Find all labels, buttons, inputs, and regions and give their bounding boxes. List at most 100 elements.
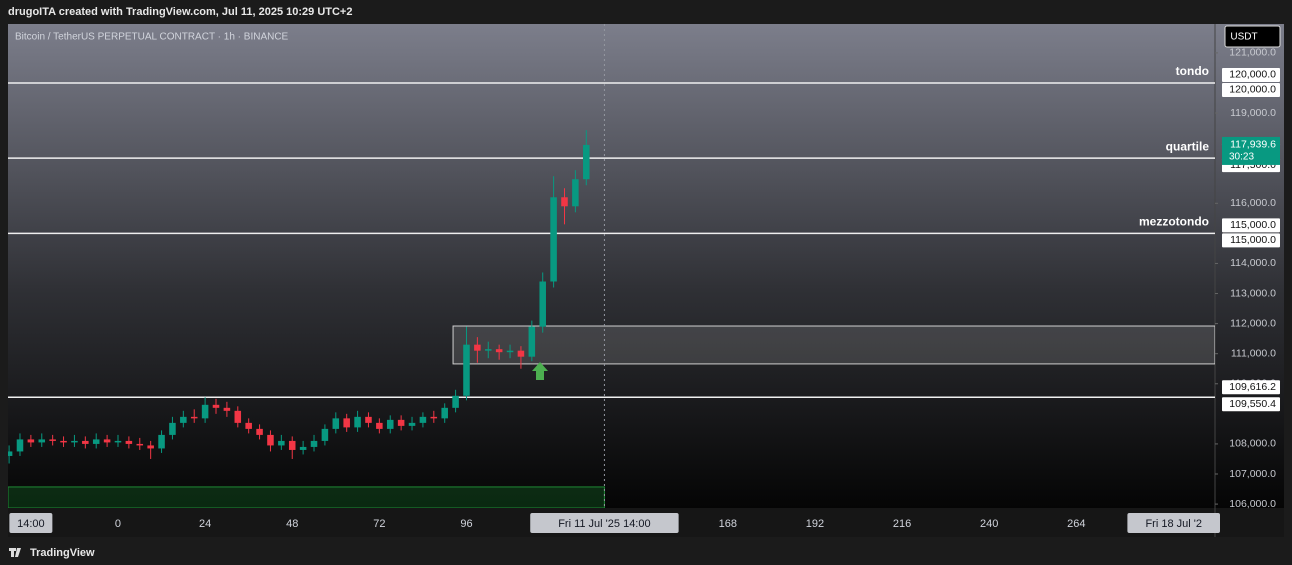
candle-body xyxy=(38,439,46,443)
candle-body xyxy=(474,344,481,351)
zone xyxy=(452,325,1215,365)
candle-body xyxy=(561,197,568,207)
candle-body xyxy=(397,419,405,426)
price-tag-label: 120,000.0 xyxy=(1229,84,1276,96)
x-tick-label: 192 xyxy=(806,518,824,530)
price-tag xyxy=(1222,218,1280,233)
candle-body xyxy=(441,407,448,419)
arrow-annotation xyxy=(532,362,548,380)
candle-body xyxy=(223,407,231,411)
x-marker: 14:00 xyxy=(17,518,45,530)
candle-body xyxy=(256,428,263,435)
x-tick-label: 96 xyxy=(460,518,472,530)
x-tick-label: 0 xyxy=(115,518,121,530)
candle-body xyxy=(234,410,242,423)
x-tick-label: 24 xyxy=(199,518,211,530)
last-price: 117,939.6 xyxy=(1230,139,1276,151)
price-tag-label: 109,550.4 xyxy=(1229,398,1276,410)
y-tick-label: 106,000.0 xyxy=(1229,498,1276,510)
candle-body xyxy=(71,440,78,443)
candle-body xyxy=(190,416,198,419)
candle-body xyxy=(484,349,492,351)
x-tick-label: 216 xyxy=(893,518,911,530)
candle-body xyxy=(550,197,557,282)
candle-body xyxy=(386,419,394,429)
crosshair-label-box xyxy=(530,513,679,533)
candle-body xyxy=(332,418,340,429)
y-tick-label: 112,000.0 xyxy=(1230,317,1276,329)
brand: TradingView xyxy=(30,547,95,559)
candle-body xyxy=(136,443,144,446)
crosshair-label: Fri 11 Jul '25 14:00 xyxy=(558,518,650,530)
candle-body xyxy=(103,439,111,443)
axes: 121,000.0 119,000.0 116,000.0 114,000.0 113,… xyxy=(9,47,1280,533)
price-tag xyxy=(1222,82,1280,97)
candle-body xyxy=(463,344,470,396)
header: drugoITA created with TradingView.com, J… xyxy=(8,6,352,18)
level-label: quartile xyxy=(1166,139,1210,153)
x-marker-box xyxy=(1127,513,1220,533)
x-marker: Fri 18 Jul '2 xyxy=(1145,518,1202,530)
candle-body xyxy=(125,440,133,444)
price-tag xyxy=(1222,397,1280,412)
candle-body xyxy=(49,439,56,441)
candle-body xyxy=(82,440,89,444)
candle-body xyxy=(16,439,24,452)
level-label: tondo xyxy=(1176,64,1209,78)
candle-body xyxy=(288,440,296,450)
currency-box xyxy=(1224,25,1281,48)
candle-body xyxy=(158,434,165,449)
brand-logo xyxy=(9,548,21,557)
currency: USDT xyxy=(1230,32,1257,43)
price-tag xyxy=(1222,67,1280,82)
zone xyxy=(8,486,605,508)
candle-body xyxy=(169,422,176,435)
level-label: mezzotondo xyxy=(1139,215,1209,229)
price-tag-label: 115,000.0 xyxy=(1230,219,1276,231)
candle-body xyxy=(452,395,459,408)
y-tick-label: 114,000.0 xyxy=(1230,257,1276,269)
price-tag-label: 120,000.0 xyxy=(1229,69,1276,81)
y-tick-label: 116,000.0 xyxy=(1230,197,1276,209)
y-tick-label: 119,000.0 xyxy=(1230,107,1276,119)
candle-body xyxy=(60,440,67,443)
x-tick-label: 264 xyxy=(1067,518,1085,530)
candle-body xyxy=(299,446,307,450)
candle-body xyxy=(539,281,546,327)
candle-body xyxy=(376,422,383,429)
candle-body xyxy=(27,439,35,443)
y-tick-label: 121,000.0 xyxy=(1229,47,1276,59)
candle-body xyxy=(147,445,154,449)
price-tag-label: 109,616.2 xyxy=(1229,381,1276,393)
candle-body xyxy=(180,416,187,423)
price-tag xyxy=(1222,233,1280,248)
candle-body xyxy=(201,404,209,419)
y-tick-label: 111,000.0 xyxy=(1231,347,1276,359)
candle-body xyxy=(354,416,361,428)
x-tick-label: 48 xyxy=(286,518,298,530)
candle-body xyxy=(583,144,590,180)
candle-body xyxy=(92,439,100,444)
x-marker-box xyxy=(9,513,53,533)
candle-body xyxy=(517,350,525,357)
y-tick-label: 107,000.0 xyxy=(1229,468,1276,480)
candle-body xyxy=(506,350,514,353)
symbol-title: Bitcoin / TetherUS PERPETUAL CONTRACT · … xyxy=(15,32,289,43)
candle-body xyxy=(114,440,122,443)
candle-body xyxy=(365,416,372,423)
y-tick-label: 113,000.0 xyxy=(1230,287,1276,299)
countdown: 30:23 xyxy=(1229,152,1254,163)
price-tag-label: 115,000.0 xyxy=(1230,234,1276,246)
candle-body xyxy=(310,440,318,447)
chart-background xyxy=(8,24,1284,508)
candle-body xyxy=(343,418,350,428)
y-tick-label: 108,000.0 xyxy=(1229,438,1276,450)
candle-body xyxy=(267,434,274,446)
price-tag xyxy=(1222,380,1280,395)
x-tick-label: 240 xyxy=(980,518,998,530)
candle-body xyxy=(419,416,427,423)
x-tick-label: 72 xyxy=(373,518,385,530)
candle-body xyxy=(572,179,579,207)
candle-body xyxy=(495,349,503,353)
